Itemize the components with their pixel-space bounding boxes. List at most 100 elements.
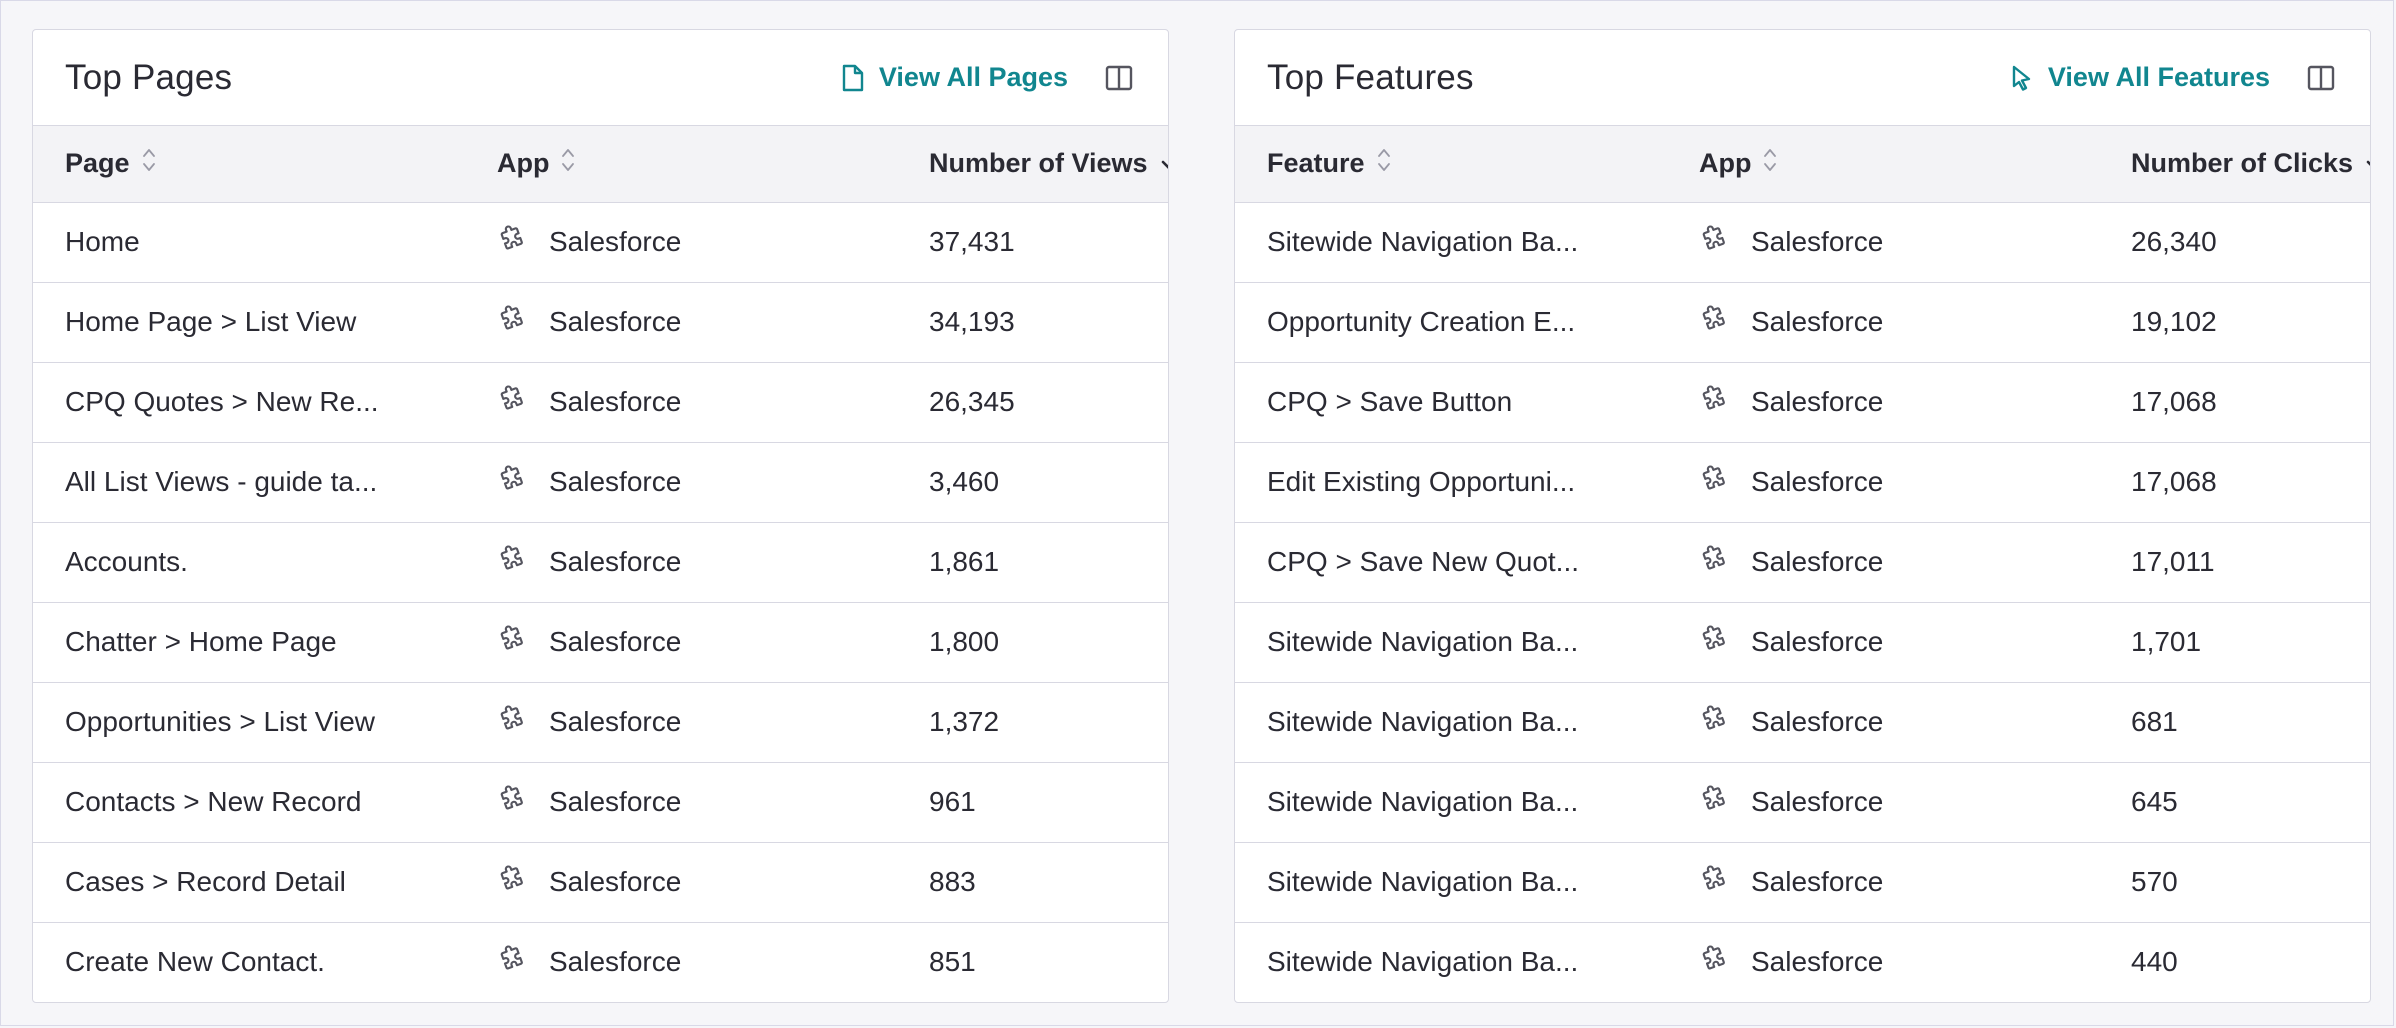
name-cell[interactable]: Sitewide Navigation Ba... xyxy=(1235,841,1667,922)
table-row[interactable]: CPQ > Save New Quot... Salesforce 17,011 xyxy=(1235,521,2370,602)
table-row[interactable]: Cases > Record Detail Salesforce 883 xyxy=(33,841,1168,922)
name-cell[interactable]: Home Page > List View xyxy=(33,281,465,362)
count-cell: 851 xyxy=(897,921,1168,1002)
app-cell: Salesforce xyxy=(1667,202,2099,282)
count-cell: 3,460 xyxy=(897,441,1168,522)
name-cell[interactable]: CPQ Quotes > New Re... xyxy=(33,361,465,442)
cursor-icon xyxy=(2010,64,2034,92)
puzzle-icon xyxy=(497,784,527,821)
sort-icon xyxy=(1377,144,1391,183)
count-cell: 883 xyxy=(897,841,1168,922)
app-label: Salesforce xyxy=(1751,466,1884,497)
table-row[interactable]: Home Page > List View Salesforce 34,193 xyxy=(33,281,1168,362)
app-label: Salesforce xyxy=(549,546,682,577)
name-cell[interactable]: Accounts. xyxy=(33,521,465,602)
count-cell: 17,011 xyxy=(2099,521,2370,602)
table-row[interactable]: Accounts. Salesforce 1,861 xyxy=(33,521,1168,602)
split-panel-icon[interactable] xyxy=(1104,63,1134,93)
name-cell[interactable]: CPQ > Save Button xyxy=(1235,361,1667,442)
app-label: Salesforce xyxy=(1751,546,1884,577)
count-cell: 681 xyxy=(2099,681,2370,762)
count-cell: 34,193 xyxy=(897,281,1168,362)
app-label: Salesforce xyxy=(549,386,682,417)
count-cell: 17,068 xyxy=(2099,441,2370,522)
view-all-features-link[interactable]: View All Features xyxy=(2010,62,2270,93)
column-header-app[interactable]: App xyxy=(1667,126,2099,203)
count-cell: 961 xyxy=(897,761,1168,842)
name-cell[interactable]: Create New Contact. xyxy=(33,921,465,1002)
table-row[interactable]: CPQ Quotes > New Re... Salesforce 26,345 xyxy=(33,361,1168,442)
name-cell[interactable]: Contacts > New Record xyxy=(33,761,465,842)
app-label: Salesforce xyxy=(1751,946,1884,978)
count-cell: 1,861 xyxy=(897,521,1168,602)
puzzle-icon xyxy=(1699,944,1729,981)
sort-icon xyxy=(561,144,575,183)
app-cell: Salesforce xyxy=(465,601,897,682)
column-header-page[interactable]: Page xyxy=(33,126,465,203)
puzzle-icon xyxy=(497,864,527,901)
top-pages-body: Home Salesforce 37,431 Home Page > List Vie… xyxy=(33,202,1168,1002)
puzzle-icon xyxy=(1699,864,1729,901)
name-cell[interactable]: Sitewide Navigation Ba... xyxy=(1235,681,1667,762)
name-cell[interactable]: Sitewide Navigation Ba... xyxy=(1235,921,1667,1002)
table-row[interactable]: Sitewide Navigation Ba... Salesforce 570 xyxy=(1235,841,2370,922)
column-header-feature[interactable]: Feature xyxy=(1235,126,1667,203)
app-label: Salesforce xyxy=(549,306,682,337)
app-label: Salesforce xyxy=(549,226,682,257)
count-cell: 645 xyxy=(2099,761,2370,842)
app-label: Salesforce xyxy=(549,866,682,897)
name-cell[interactable]: Edit Existing Opportuni... xyxy=(1235,441,1667,522)
app-label: Salesforce xyxy=(549,626,682,657)
app-cell: Salesforce xyxy=(465,281,897,362)
table-row[interactable]: Sitewide Navigation Ba... Salesforce 645 xyxy=(1235,761,2370,842)
name-cell[interactable]: Sitewide Navigation Ba... xyxy=(1235,601,1667,682)
app-label: Salesforce xyxy=(549,706,682,737)
name-cell[interactable]: Opportunities > List View xyxy=(33,681,465,762)
app-label: Salesforce xyxy=(549,946,682,978)
table-header-row: Feature App Number of Clicks xyxy=(1235,126,2370,203)
table-row[interactable]: Contacts > New Record Salesforce 961 xyxy=(33,761,1168,842)
table-row[interactable]: Sitewide Navigation Ba... Salesforce 26,34… xyxy=(1235,202,2370,282)
table-row[interactable]: Sitewide Navigation Ba... Salesforce 440 xyxy=(1235,921,2370,1002)
puzzle-icon xyxy=(497,624,527,661)
table-row[interactable]: Create New Contact. Salesforce 851 xyxy=(33,921,1168,1002)
table-row[interactable]: Sitewide Navigation Ba... Salesforce 681 xyxy=(1235,681,2370,762)
name-cell[interactable]: Chatter > Home Page xyxy=(33,601,465,682)
table-row[interactable]: CPQ > Save Button Salesforce 17,068 xyxy=(1235,361,2370,442)
split-panel-icon[interactable] xyxy=(2306,63,2336,93)
table-row[interactable]: Chatter > Home Page Salesforce 1,800 xyxy=(33,601,1168,682)
name-cell[interactable]: All List Views - guide ta... xyxy=(33,441,465,522)
column-header-number-of-clicks[interactable]: Number of Clicks xyxy=(2099,126,2370,203)
name-cell[interactable]: Opportunity Creation E... xyxy=(1235,281,1667,362)
name-cell[interactable]: CPQ > Save New Quot... xyxy=(1235,521,1667,602)
app-label: Salesforce xyxy=(1751,626,1884,657)
count-cell: 26,340 xyxy=(2131,226,2217,257)
puzzle-icon xyxy=(1699,464,1729,501)
puzzle-icon xyxy=(497,704,527,741)
column-header-number-of-views[interactable]: Number of Views xyxy=(897,126,1168,203)
app-label: Salesforce xyxy=(1751,786,1884,817)
sort-descending-icon xyxy=(1160,147,1168,180)
app-label: Salesforce xyxy=(1751,866,1884,897)
column-label: Page xyxy=(65,148,130,179)
app-cell: Salesforce xyxy=(465,441,897,522)
table-row[interactable]: Opportunity Creation E... Salesforce 19,10… xyxy=(1235,281,2370,362)
view-all-pages-link[interactable]: View All Pages xyxy=(841,62,1068,93)
count-cell: 19,102 xyxy=(2099,281,2370,362)
table-row[interactable]: Sitewide Navigation Ba... Salesforce 1,701 xyxy=(1235,601,2370,682)
app-cell: Salesforce xyxy=(1667,761,2099,842)
name-cell[interactable]: Cases > Record Detail xyxy=(33,841,465,922)
column-header-app[interactable]: App xyxy=(465,126,897,203)
column-label: App xyxy=(497,148,550,179)
top-features-body: Sitewide Navigation Ba... Salesforce 26,34… xyxy=(1235,202,2370,1002)
table-row[interactable]: Opportunities > List View Salesforce 1,372 xyxy=(33,681,1168,762)
app-cell: Salesforce xyxy=(1667,601,2099,682)
name-cell[interactable]: Sitewide Navigation Ba... xyxy=(1235,761,1667,842)
table-row[interactable]: All List Views - guide ta... Salesforce 3,… xyxy=(33,441,1168,522)
app-cell: Salesforce xyxy=(1667,521,2099,602)
table-row[interactable]: Home Salesforce 37,431 xyxy=(33,202,1168,282)
name-cell[interactable]: Sitewide Navigation Ba... xyxy=(1267,226,1579,257)
table-row[interactable]: Edit Existing Opportuni... Salesforce 17,0… xyxy=(1235,441,2370,522)
name-cell[interactable]: Home xyxy=(65,226,140,257)
